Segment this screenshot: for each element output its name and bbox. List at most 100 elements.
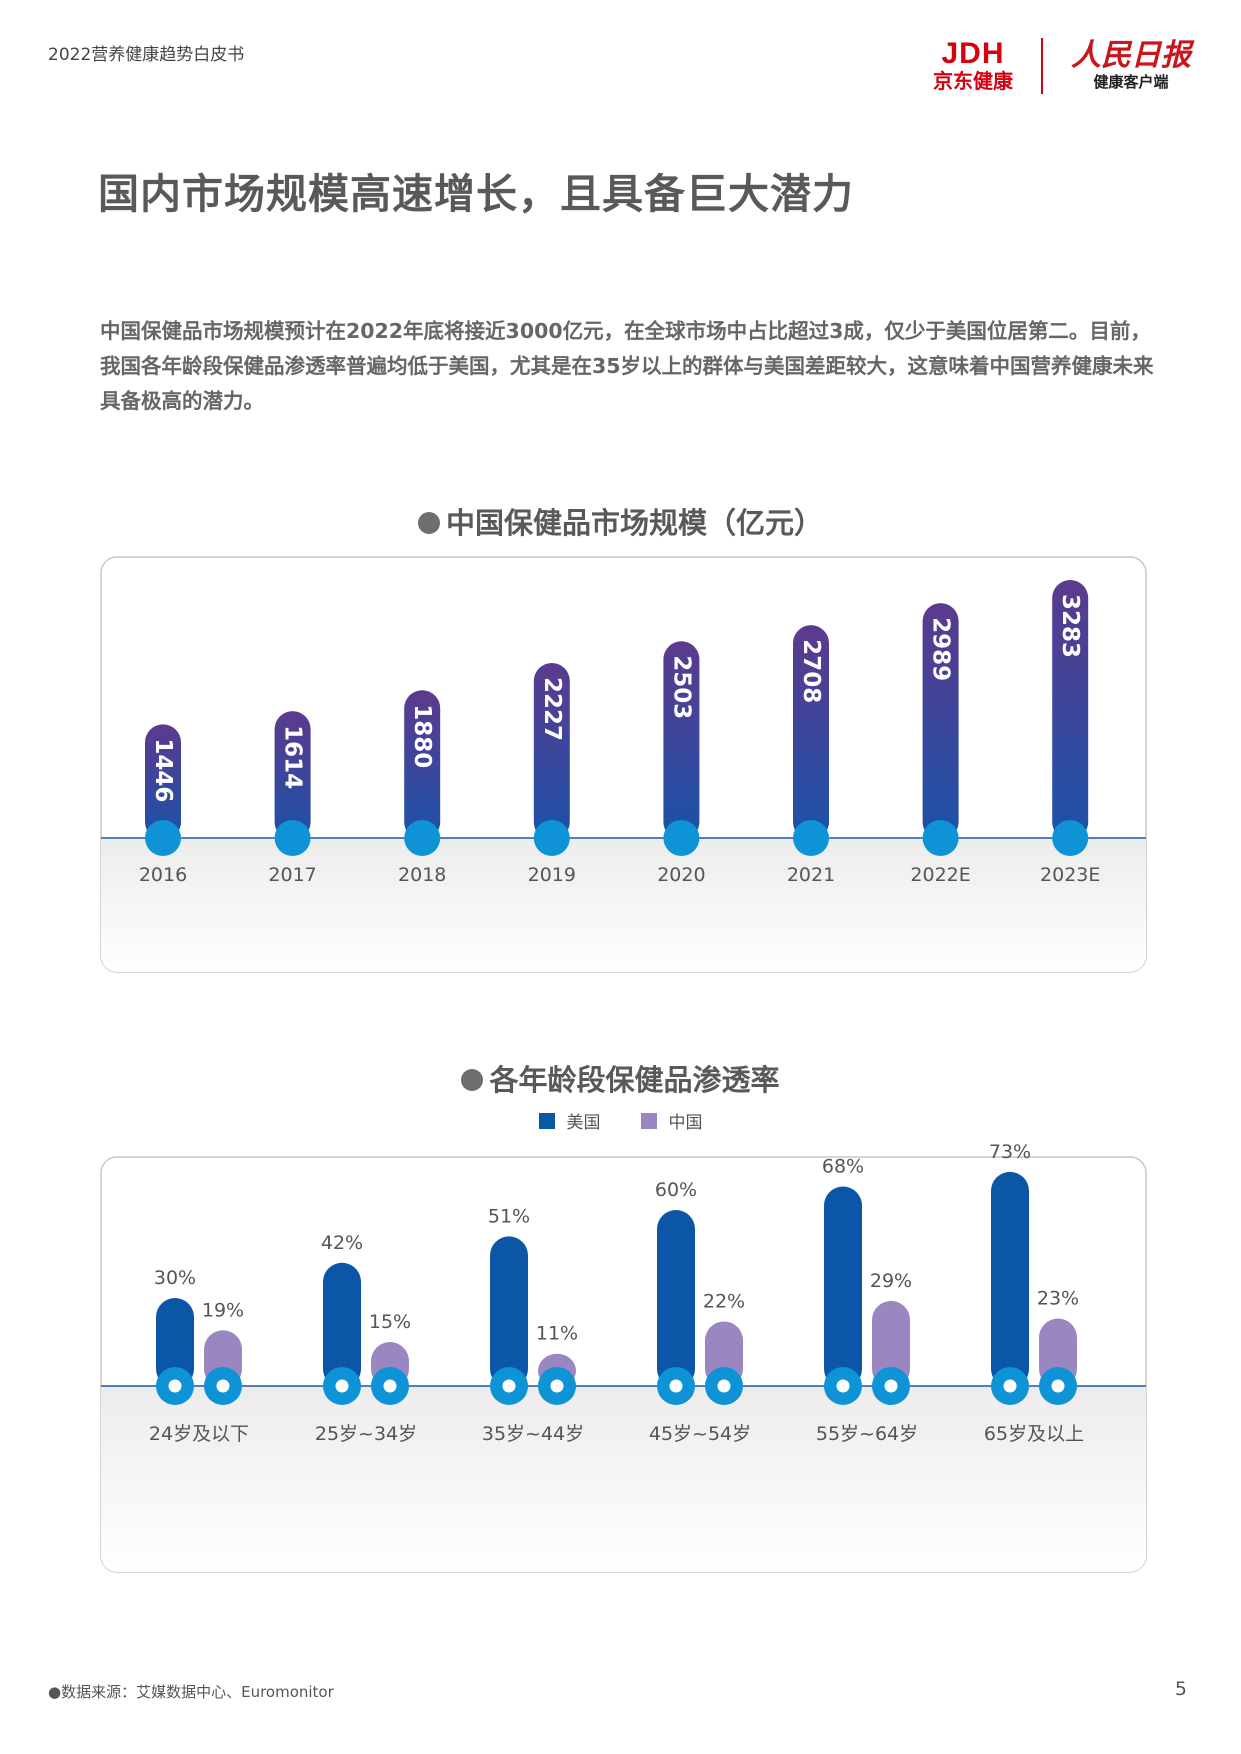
market-size-bar [404, 690, 441, 840]
market-size-category-label: 2021 [787, 864, 835, 886]
legend-label-usa: 美国 [566, 1113, 601, 1133]
market-size-bar [793, 625, 829, 840]
penetration-base-ring-center [884, 1379, 898, 1393]
market-size-bar [145, 724, 181, 840]
legend-swatch-china [640, 1112, 657, 1129]
market-size-bar-base-dot [404, 820, 441, 856]
market-size-bar-base-dot [922, 820, 959, 856]
market-size-bar-base-dot [793, 820, 829, 856]
penetration-base-ring-center [168, 1379, 182, 1393]
penetration-value-label-china: 15% [369, 1311, 411, 1333]
penetration-bar-usa [490, 1236, 528, 1388]
penetration-bar-usa [657, 1210, 695, 1388]
penetration-category-label: 24岁及以下 [149, 1423, 249, 1445]
legend-item-china: 中国 [640, 1108, 703, 1133]
market-size-bar-base-dot [1052, 820, 1089, 856]
peoples-daily-logo-text: 健康客户端 [1093, 73, 1169, 91]
penetration-value-label-china: 29% [870, 1270, 912, 1292]
market-size-bar [922, 603, 959, 840]
market-size-value-label: 3283 [1057, 594, 1083, 658]
market-size-value-label: 2503 [668, 655, 694, 719]
market-size-title-text: 中国保健品市场规模（亿元） [445, 506, 823, 540]
intro-paragraph: 中国保健品市场规模预计在2022年底将接近3000亿元，在全球市场中占比超过3成… [100, 319, 1154, 413]
penetration-base-ring-center [383, 1379, 397, 1393]
penetration-value-label-china: 11% [536, 1323, 578, 1345]
legend-swatch-usa [538, 1112, 555, 1129]
penetration-title-text: 各年龄段保健品渗透率 [489, 1063, 780, 1097]
penetration-base-ring-center [1003, 1379, 1017, 1393]
penetration-category-label: 55岁~64岁 [816, 1423, 918, 1445]
jd-logo-mark: JDH [941, 37, 1005, 70]
market-size-category-label: 2017 [268, 864, 316, 886]
jd-logo-text: 京东健康 [933, 69, 1013, 93]
penetration-base-ring-center [216, 1379, 230, 1393]
bullet-dot-icon [461, 1069, 484, 1091]
market-size-bar [274, 711, 311, 840]
market-size-bar-base-dot [533, 820, 570, 856]
market-size-bar-base-dot [663, 820, 700, 856]
penetration-base-ring-center [836, 1379, 850, 1393]
penetration-chart-title: 各年龄段保健品渗透率 [0, 1057, 1241, 1099]
penetration-value-label-usa: 51% [488, 1205, 530, 1227]
logo-group: JDH 京东健康 人民日报 健康客户端 [933, 38, 1191, 94]
market-size-category-label: 2022E [910, 864, 970, 886]
market-size-bar-base-dot [274, 820, 311, 856]
penetration-category-label: 25岁~34岁 [315, 1423, 417, 1445]
market-size-category-label: 2016 [139, 864, 187, 886]
penetration-category-label: 45岁~54岁 [649, 1423, 751, 1445]
market-size-value-label: 1880 [409, 704, 435, 768]
peoples-daily-logo-mark: 人民日报 [1071, 38, 1191, 73]
penetration-legend: 美国 中国 [0, 1108, 1241, 1133]
market-size-value-label: 1614 [280, 725, 306, 789]
penetration-value-label-china: 23% [1037, 1288, 1079, 1310]
penetration-base-ring-center [1051, 1379, 1065, 1393]
market-size-bar [1052, 580, 1089, 840]
bullet-dot-icon [417, 512, 440, 534]
penetration-value-label-usa: 30% [154, 1267, 196, 1289]
market-size-value-label: 1446 [150, 738, 176, 802]
penetration-chart: 30% 19% 24岁及以下 42% 15% 25岁~34岁 51% 11% 35岁~44岁 60… [100, 1141, 1147, 1573]
penetration-value-label-china: 19% [202, 1299, 244, 1321]
page-heading: 国内市场规模高速增长，且具备巨大潜力 [98, 170, 854, 218]
penetration-bar-usa [156, 1298, 194, 1388]
penetration-value-label-usa: 68% [822, 1156, 864, 1178]
penetration-category-label: 35岁~44岁 [482, 1423, 584, 1445]
data-source-note: ●数据来源：艾媒数据中心、Euromonitor [48, 1683, 334, 1701]
penetration-base-ring-center [669, 1379, 683, 1393]
penetration-bar-usa [323, 1262, 361, 1388]
penetration-category-label: 65岁及以上 [984, 1423, 1084, 1445]
penetration-base-ring-center [335, 1379, 349, 1393]
penetration-chart-floor [101, 1386, 1146, 1572]
penetration-bar-usa [824, 1186, 862, 1388]
market-size-category-label: 2018 [398, 864, 446, 886]
page-number: 5 [1174, 1678, 1187, 1700]
market-size-bar [533, 662, 570, 840]
market-size-category-label: 2019 [528, 864, 576, 886]
logo-divider [1041, 38, 1043, 94]
penetration-value-label-usa: 73% [989, 1141, 1031, 1163]
market-size-bar [663, 641, 700, 840]
penetration-value-label-usa: 60% [655, 1179, 697, 1201]
market-size-category-label: 2020 [657, 864, 705, 886]
market-size-bar-base-dot [145, 820, 181, 856]
legend-label-china: 中国 [668, 1113, 703, 1133]
penetration-base-ring-center [502, 1379, 516, 1393]
peoples-daily-logo: 人民日报 健康客户端 [1071, 40, 1191, 92]
market-size-value-label: 2989 [928, 617, 954, 681]
jd-health-logo: JDH 京东健康 [933, 37, 1013, 94]
market-size-category-label: 2023E [1040, 864, 1100, 886]
penetration-value-label-china: 22% [703, 1290, 745, 1312]
penetration-bar-usa [991, 1171, 1029, 1388]
legend-item-usa: 美国 [538, 1108, 601, 1133]
document-title: 2022营养健康趋势白皮书 [48, 45, 245, 65]
market-size-chart-title: 中国保健品市场规模（亿元） [0, 500, 1241, 542]
penetration-base-ring-center [717, 1379, 731, 1393]
market-size-chart-floor [101, 838, 1146, 972]
market-size-value-label: 2708 [798, 639, 824, 703]
market-size-value-label: 2227 [539, 677, 565, 741]
penetration-value-label-usa: 42% [321, 1232, 363, 1254]
penetration-base-ring-center [550, 1379, 564, 1393]
market-size-chart: 1446 2016 1614 2017 1880 2018 2227 2019 2503 2020… [100, 556, 1147, 973]
penetration-bar-china [872, 1300, 910, 1388]
